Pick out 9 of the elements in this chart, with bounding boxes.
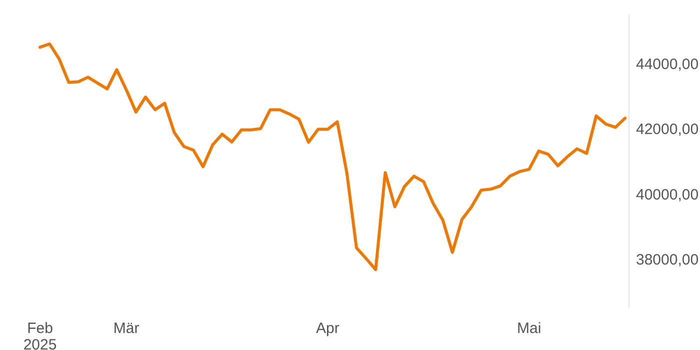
x-tick-label: Feb 2025	[23, 320, 57, 350]
y-tick-label: 42000,00	[636, 121, 699, 138]
x-tick-label: Mai	[517, 320, 542, 337]
x-tick-label: Apr	[316, 320, 340, 337]
line-series	[38, 42, 626, 272]
x-tick-label: Mär	[113, 320, 140, 337]
y-tick-label: 44000,00	[636, 56, 699, 74]
y-tick-label: 38000,00	[636, 251, 699, 268]
y-tick-label: 40000,00	[636, 186, 699, 204]
